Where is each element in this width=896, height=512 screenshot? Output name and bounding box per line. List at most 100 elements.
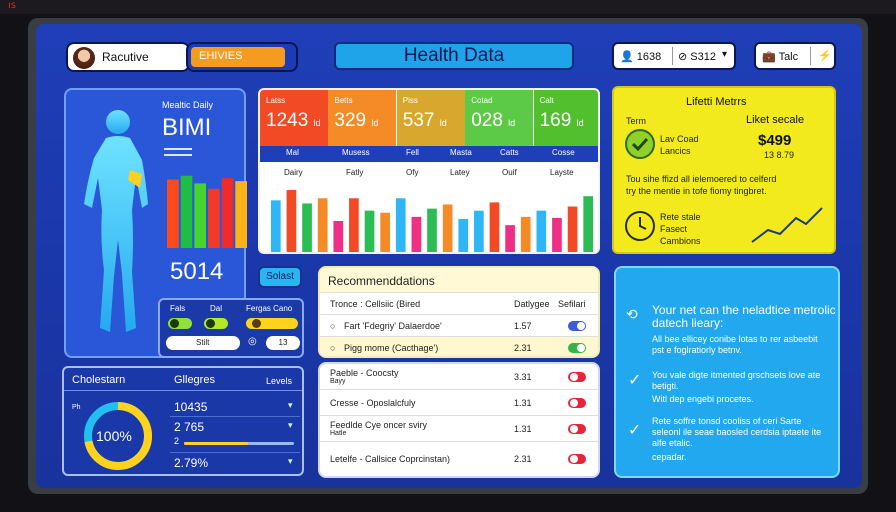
cholesterol-ring-chart	[84, 402, 152, 470]
chart-bar	[520, 216, 531, 252]
metric-subcol: Ofy	[406, 168, 419, 177]
toggle-switch[interactable]	[568, 343, 586, 353]
chart-bar	[349, 198, 359, 252]
chevron-down-icon[interactable]: ▾	[288, 420, 293, 430]
metric-subcol: Fatly	[346, 168, 364, 177]
clock-icon	[625, 211, 655, 241]
divider	[672, 47, 673, 65]
toggle-knob	[170, 319, 179, 328]
chart-bar	[442, 204, 453, 252]
control-field[interactable]: Stilt	[166, 336, 240, 350]
metric-tile-unit: ld	[371, 118, 379, 128]
entries-button[interactable]: EHIVIES	[186, 42, 298, 72]
entries-label: EHIVIES	[191, 47, 285, 67]
list-text: Paeble - Coocsty	[330, 368, 399, 378]
list-value: 3.31	[514, 372, 532, 382]
bmi-bars	[167, 175, 247, 248]
metric-tile[interactable]: Calt 169 ld	[533, 90, 598, 146]
toggle-switch[interactable]	[568, 372, 586, 382]
list-value: 2.31	[514, 454, 532, 464]
chevron-down-icon[interactable]: ▾	[722, 49, 728, 60]
rec-value: 1.57	[514, 321, 532, 331]
bmi-bar	[235, 181, 247, 248]
slider-fill	[184, 442, 248, 445]
chart-bar	[286, 190, 297, 252]
control-number[interactable]: 13	[266, 336, 300, 350]
list-item[interactable]: Paeble - Coocsty Bayy 3.31	[320, 364, 598, 390]
rec-text: Pigg mome (Cacthage')	[344, 343, 439, 353]
list-item[interactable]: Cresse - Oposlalcfuly 1.31	[320, 390, 598, 416]
chevron-down-icon[interactable]: ▾	[288, 456, 293, 466]
metric-tile[interactable]: Betts 329 ld	[328, 90, 397, 146]
profile-button[interactable]: Racutive	[66, 42, 190, 72]
cholesterol-card: Cholestarn Gllegres Levels Ph 100% 10435…	[62, 366, 304, 476]
chart-bar	[552, 217, 562, 252]
bmi-bar	[194, 183, 206, 248]
bmi-bar	[221, 178, 234, 248]
dashboard-screen: Racutive EHIVIES Health Data 👤 1638 ⊘ S3…	[36, 24, 862, 488]
bmi-caption: Mealtic Daily	[162, 100, 214, 110]
talc-button[interactable]: 💼 Talc	[762, 51, 799, 63]
lipid-stat-3: Cambions	[660, 236, 701, 246]
monitor-bezel: ıs	[0, 0, 896, 14]
toggle-1[interactable]	[168, 318, 192, 329]
table-row[interactable]: ○ Fart 'Fdegriy' Dalaerdoe' 1.57	[320, 314, 598, 336]
rec-head: Tronce : Cellsiic (Bired	[330, 299, 421, 309]
bezel-mark: ıs	[8, 0, 16, 11]
tools-group[interactable]: 💼 Talc ⚡	[754, 42, 836, 70]
chart-bar	[333, 221, 344, 252]
select-button[interactable]: Solast	[258, 266, 302, 288]
radio-icon[interactable]: ○	[330, 343, 336, 353]
lipid-stat-1: Rete stale	[660, 212, 701, 222]
toggle-3[interactable]	[246, 318, 298, 329]
metric-tile-value: 028 ld	[471, 110, 516, 131]
metric-tile[interactable]: Piss 537 ld	[396, 90, 465, 146]
chart-bar	[395, 198, 406, 252]
chat-icon: ⟲	[626, 306, 638, 322]
lipid-term: Term	[626, 116, 646, 126]
toggle-switch[interactable]	[568, 454, 586, 464]
toggle-2[interactable]	[204, 318, 228, 329]
list-sub: Bayy	[330, 378, 346, 385]
lipid-card: Lifetti Metrrs Term Liket secale Lav Coa…	[612, 86, 836, 254]
list-text: Letelfe - Callsice Coprcinstan)	[330, 454, 451, 464]
metric-header: Mal Musess Fell Masta Catts Cosse	[260, 146, 598, 162]
metric-tile-unit: ld	[313, 118, 321, 128]
list-item[interactable]: Feedlde Cye oncer sviry Hatle 1.31	[320, 416, 598, 442]
ring-value: 100%	[96, 428, 132, 444]
divider	[164, 148, 192, 150]
stats-dropdown[interactable]: 👤 1638 ⊘ S312 ▾	[612, 42, 736, 70]
lipid-desc-2: try the mentie in tofe fiomy tingbret.	[626, 186, 767, 196]
list-item[interactable]: Letelfe - Callsice Coprcinstan) 2.31	[320, 442, 598, 476]
metric-subcol: Dairy	[284, 168, 303, 177]
insight-sub: All bee ellicey conibe lotas to rer asbe…	[652, 334, 818, 355]
metric-subcol: Latey	[450, 168, 470, 177]
profile-name: Racutive	[102, 50, 149, 64]
bmi-card: Mealtic Daily BIMI 5014	[64, 88, 247, 358]
metric-col: Masta	[450, 148, 472, 157]
toggle-switch[interactable]	[568, 424, 586, 434]
metric-tile[interactable]: Cotad 028 ld	[465, 90, 534, 146]
insight-card: ⟲ Your net can the neladtice metrolic da…	[614, 266, 840, 478]
metric-tile[interactable]: Latss 1243 ld	[260, 90, 328, 146]
chart-bar	[380, 212, 390, 252]
radio-icon[interactable]: ○	[330, 321, 336, 331]
table-row[interactable]: ○ Pigg mome (Cacthage') 2.31	[320, 336, 598, 356]
toggle-knob	[206, 319, 215, 328]
bmi-title: BIMI	[162, 114, 212, 141]
insight-tail: cepadar.	[652, 452, 687, 462]
toggle-switch[interactable]	[568, 398, 586, 408]
chol-row: 10435	[174, 400, 208, 414]
metric-tile-label: Cotad	[471, 96, 493, 105]
settings-icon[interactable]: ◎	[248, 336, 257, 347]
toggle-switch[interactable]	[568, 321, 586, 331]
metric-subcol: Ouif	[502, 168, 517, 177]
rec-text: Fart 'Fdegriy' Dalaerdoe'	[344, 321, 442, 331]
chevron-down-icon[interactable]: ▾	[288, 400, 293, 410]
metric-tile-value: 537 ld	[402, 110, 447, 131]
food-list-card: Paeble - Coocsty Bayy 3.31 Cresse - Opos…	[318, 362, 600, 478]
cholesterol-col: Gllegres	[174, 374, 215, 386]
bolt-icon[interactable]: ⚡	[818, 50, 832, 62]
checkmark-icon	[625, 129, 655, 159]
metric-subcol: Layste	[550, 168, 574, 177]
